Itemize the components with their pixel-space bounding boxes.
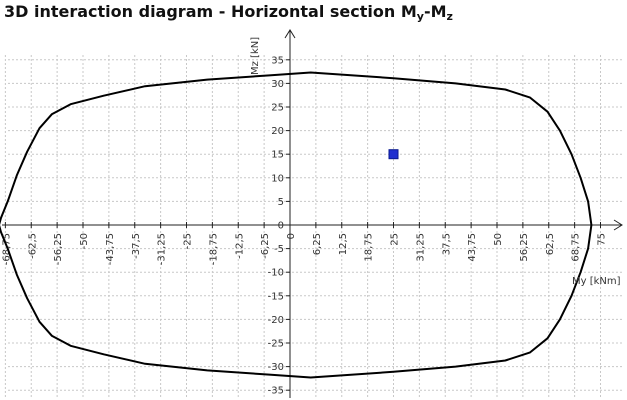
y-tick-label: -15 [268,291,284,302]
y-axis-arrow [284,29,296,39]
x-tick-label: 12,5 [338,233,349,255]
axes [2,29,623,398]
x-tick-label: 62,5 [545,233,556,255]
x-tick-label: 68,75 [571,233,582,262]
y-tick-label: -25 [268,339,284,350]
x-tick-label: 37,5 [441,233,452,255]
y-tick-label: -5 [274,244,284,255]
x-tick-label: 50 [493,233,504,246]
title-text: 3D interaction diagram - Horizontal sect… [4,2,417,21]
y-tick-label: 10 [271,173,284,184]
x-tick-label: -50 [79,233,90,249]
x-tick-label: 43,75 [467,233,478,262]
y-tick-label: 5 [278,197,284,208]
x-tick-label: -56,25 [53,233,64,265]
x-tick-label: -37,5 [131,233,142,259]
chart-title: 3D interaction diagram - Horizontal sect… [4,2,453,23]
x-tick-label: 31,25 [415,233,426,262]
x-tick-label: 6,25 [312,233,323,255]
x-tick-label: 25 [390,233,401,246]
x-tick-label: 75 [597,233,608,246]
x-axis-label: My [kNm] [572,276,621,287]
title-subscript-z: z [446,10,453,23]
y-axis-label: Mz [kN] [250,37,261,75]
tick-marks [4,59,601,391]
y-tick-label: -35 [268,386,284,397]
x-tick-label: -43,75 [105,233,116,265]
series-layer [0,71,593,379]
y-tick-label: -10 [268,268,284,279]
x-axis-arrow [613,219,623,231]
x-tick-label: 18,75 [364,233,375,262]
x-tick-label: -12,5 [234,233,245,259]
y-tick-label: 15 [271,150,284,161]
x-tick-label: -62,5 [27,233,38,259]
interaction-curve [0,71,593,379]
grid-lines [4,55,622,397]
y-tick-label: -30 [268,362,284,373]
y-tick-label: -20 [268,315,284,326]
x-tick-label: 56,25 [519,233,530,262]
y-tick-label: 25 [271,103,284,114]
y-tick-label: 35 [271,55,284,66]
x-tick-label: 0 [286,233,297,239]
y-tick-label: 0 [278,221,284,232]
title-separator: -M [423,2,447,21]
y-tick-label: 30 [271,79,284,90]
y-tick-label: 20 [271,126,284,137]
load-point [388,149,399,160]
x-tick-label: -6,25 [260,233,271,259]
x-tick-label: -18,75 [208,233,219,265]
x-tick-label: -25 [183,233,194,249]
x-tick-label: -31,25 [157,233,168,265]
title-subscript-y: y [416,10,424,23]
